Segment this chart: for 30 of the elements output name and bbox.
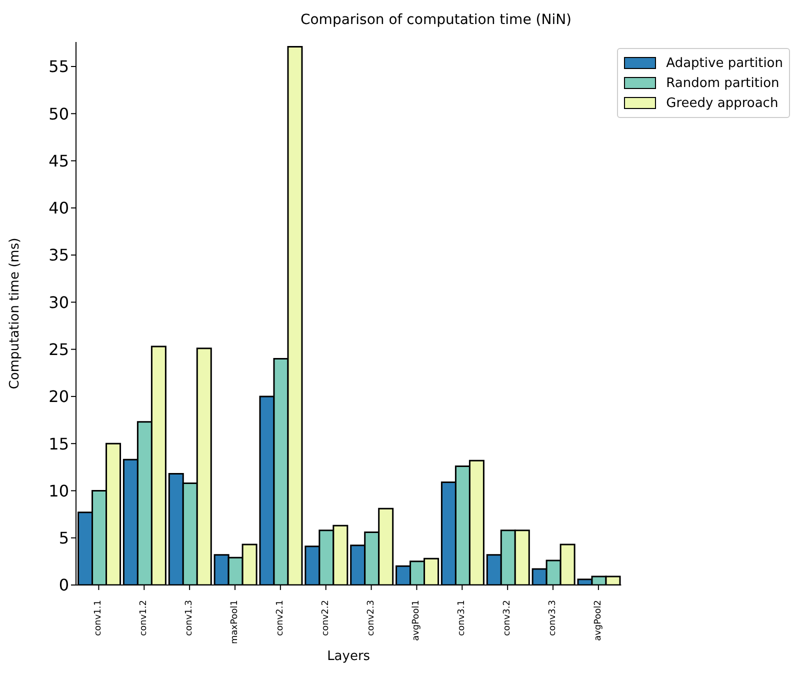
x-tick-label: conv1.2 (139, 600, 150, 636)
x-tick-label: conv2.2 (320, 600, 331, 636)
y-tick-label: 55 (48, 57, 69, 76)
y-tick-label: 10 (48, 481, 69, 500)
y-tick-label: 30 (48, 292, 69, 312)
legend-label: Adaptive partition (666, 56, 783, 70)
x-tick-label: conv2.3 (366, 600, 376, 636)
y-tick-label: 20 (48, 387, 69, 406)
x-tick-label: avgPool2 (593, 600, 604, 641)
y-tick-label: 15 (48, 434, 69, 454)
legend-label: Random partition (666, 76, 780, 90)
y-tick-label: 45 (48, 151, 69, 170)
y-tick-label: 35 (48, 246, 69, 265)
x-axis-title: Layers (327, 649, 370, 664)
x-tick-label: conv3.1 (457, 600, 468, 636)
legend-label: Greedy approach (666, 96, 778, 110)
chart-title: Comparison of computation time (NiN) (299, 12, 573, 28)
y-tick-label: 5 (58, 528, 69, 548)
x-tick-label: conv2.1 (275, 600, 286, 636)
y-tick-label: 40 (48, 198, 69, 218)
y-tick-label: 50 (48, 104, 69, 124)
y-tick-label: 0 (58, 576, 69, 595)
y-axis-title: Computation time (ms) (8, 238, 23, 390)
x-tick-label: conv1.1 (94, 600, 104, 636)
x-tick-label: conv3.3 (548, 600, 558, 636)
x-tick-label: conv1.3 (184, 600, 195, 636)
x-tick-label: maxPool1 (230, 600, 240, 644)
x-tick-label: conv3.2 (502, 600, 513, 636)
x-tick-label: avgPool1 (412, 600, 422, 641)
y-tick-label: 25 (48, 340, 69, 360)
